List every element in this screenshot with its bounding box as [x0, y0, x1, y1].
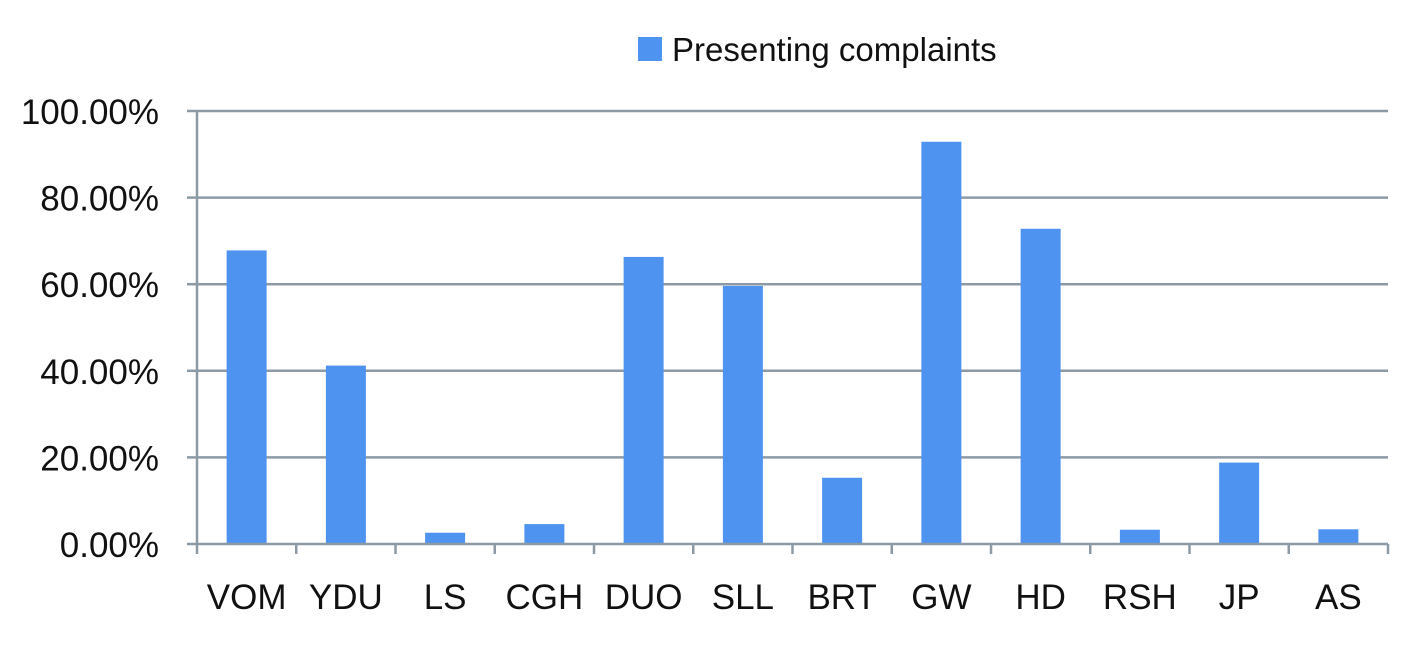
legend: Presenting complaints	[638, 31, 997, 68]
gridlines	[187, 109, 1388, 546]
bar-sll	[722, 285, 763, 544]
bar-ls	[425, 532, 466, 544]
x-tick-label: VOM	[207, 578, 287, 617]
bar-series	[226, 141, 1359, 545]
y-axis-tick-labels: 0.00% 20.00% 40.00% 60.00% 80.00% 100.00%	[21, 93, 159, 565]
bar-rsh	[1119, 529, 1160, 544]
y-tick-label: 40.00%	[40, 353, 159, 392]
bar-jp	[1219, 462, 1260, 544]
y-tick-label: 80.00%	[40, 180, 159, 219]
x-tick-label: YDU	[309, 578, 383, 617]
legend-label: Presenting complaints	[672, 31, 997, 68]
x-tick-label: AS	[1315, 578, 1362, 617]
x-tick-label: HD	[1015, 578, 1066, 617]
legend-swatch	[638, 37, 662, 61]
bar-as	[1318, 529, 1359, 544]
x-tick-label: LS	[424, 578, 467, 617]
bar-gw	[921, 141, 962, 545]
y-tick-label: 0.00%	[60, 526, 159, 565]
x-tick-label: JP	[1219, 578, 1260, 617]
bar-vom	[226, 250, 267, 544]
bar-brt	[822, 477, 863, 544]
bar-duo	[623, 256, 664, 544]
x-axis-tick-labels: VOM YDU LS CGH DUO SLL BRT GW HD RSH JP AS	[207, 578, 1362, 617]
y-tick-label: 60.00%	[40, 266, 159, 305]
bar-ydu	[325, 365, 366, 544]
x-tick-label: GW	[911, 578, 971, 617]
bar-hd	[1020, 228, 1061, 544]
x-tick-label: RSH	[1103, 578, 1177, 617]
y-tick-label: 20.00%	[40, 439, 159, 478]
x-axis	[195, 111, 1390, 554]
bar-cgh	[524, 524, 565, 544]
x-tick-label: SLL	[712, 578, 774, 617]
x-tick-label: DUO	[605, 578, 683, 617]
x-tick-label: CGH	[505, 578, 583, 617]
y-tick-label: 100.00%	[21, 93, 159, 132]
x-tick-label: BRT	[807, 578, 876, 617]
